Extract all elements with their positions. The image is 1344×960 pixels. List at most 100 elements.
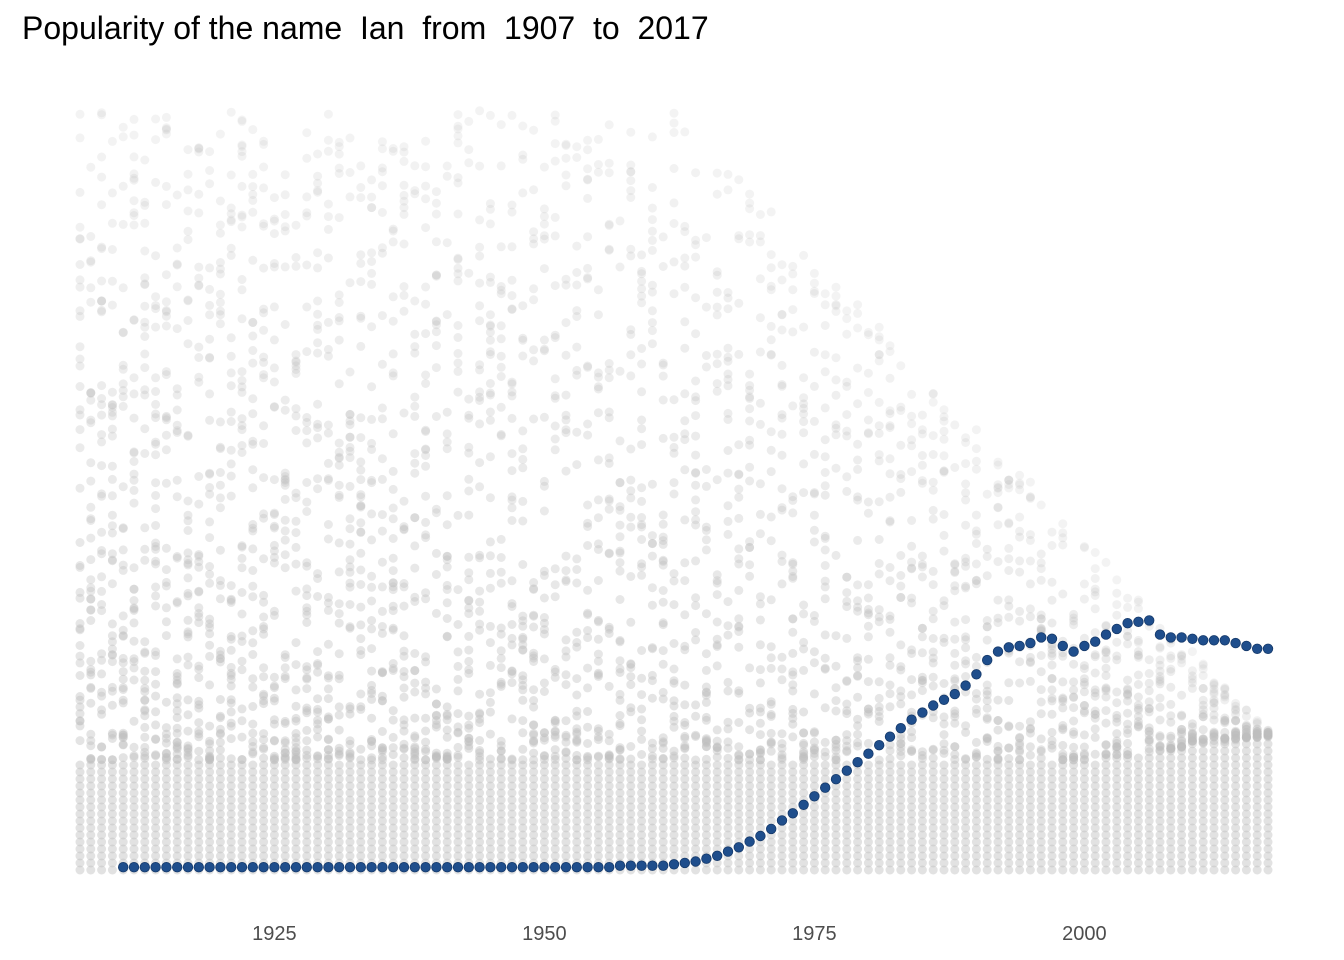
background-point (323, 351, 333, 361)
background-point (226, 767, 236, 777)
background-point (723, 352, 733, 362)
background-point (453, 647, 463, 657)
background-point (334, 795, 344, 805)
background-point (259, 554, 269, 564)
background-point (237, 222, 247, 232)
background-point (323, 420, 333, 430)
background-point (1101, 718, 1111, 728)
background-point (107, 858, 117, 868)
background-point (691, 507, 701, 517)
background-point (226, 816, 236, 826)
background-point (377, 474, 387, 484)
background-point (928, 450, 938, 459)
background-point (734, 554, 744, 564)
background-point (194, 718, 204, 728)
background-point (367, 753, 377, 763)
background-point (1090, 732, 1100, 742)
background-point (421, 282, 431, 292)
background-point (453, 173, 463, 183)
background-point (323, 751, 333, 760)
background-point (464, 795, 474, 805)
background-point (485, 452, 495, 462)
background-point (550, 851, 560, 861)
background-point (86, 605, 96, 615)
background-point (529, 414, 539, 424)
background-point (464, 711, 474, 721)
background-point (377, 622, 387, 631)
background-point (75, 851, 85, 861)
background-point (237, 795, 247, 805)
background-point (475, 251, 485, 261)
background-point (97, 865, 107, 875)
background-point (280, 736, 290, 746)
background-point (345, 702, 355, 712)
background-point (248, 626, 258, 636)
background-point (345, 481, 355, 491)
background-point (961, 615, 971, 625)
background-point (356, 851, 366, 861)
background-point (367, 192, 377, 202)
background-point (215, 417, 225, 427)
background-point (183, 741, 193, 751)
background-point (367, 713, 377, 723)
background-point (896, 739, 906, 749)
background-point (421, 774, 431, 784)
background-point (421, 837, 431, 847)
background-point (928, 606, 938, 616)
background-point (712, 379, 722, 389)
background-point (323, 734, 333, 744)
background-point (550, 156, 560, 166)
background-point (377, 144, 387, 154)
background-point (820, 468, 830, 477)
background-point (280, 663, 290, 673)
background-point (1090, 668, 1100, 678)
background-point (907, 541, 917, 551)
background-point (334, 213, 344, 223)
background-point (183, 802, 193, 812)
background-point (518, 621, 528, 631)
background-point (280, 478, 290, 487)
background-point (496, 629, 506, 639)
background-point (507, 844, 517, 854)
background-point (226, 844, 236, 854)
background-point (1231, 705, 1241, 715)
background-point (874, 497, 884, 507)
background-point (367, 203, 377, 213)
background-point (1112, 744, 1122, 754)
background-point (334, 767, 344, 777)
background-point (129, 130, 139, 140)
background-point (86, 533, 96, 543)
background-point (745, 755, 755, 765)
background-point (215, 545, 225, 555)
background-point (831, 463, 841, 473)
background-point (637, 760, 647, 770)
background-point (313, 474, 323, 484)
background-point (453, 124, 463, 134)
background-point (107, 245, 117, 254)
background-point (518, 816, 528, 826)
background-point (1058, 589, 1068, 599)
background-point (1015, 616, 1025, 626)
background-point (518, 645, 528, 655)
background-point (572, 729, 582, 739)
background-point (269, 736, 279, 746)
background-point (529, 284, 539, 294)
background-point (453, 816, 463, 826)
background-point (453, 742, 463, 752)
background-point (313, 751, 323, 761)
background-point (809, 647, 819, 657)
background-point (637, 483, 647, 493)
background-point (518, 335, 528, 345)
background-point (345, 802, 355, 812)
background-point (215, 816, 225, 826)
background-point (107, 650, 117, 660)
background-point (237, 774, 247, 784)
background-point (550, 434, 560, 444)
background-point (377, 781, 387, 791)
background-point (205, 680, 215, 690)
background-point (539, 837, 549, 847)
background-point (269, 837, 279, 847)
background-point (464, 802, 474, 812)
background-point (118, 753, 128, 763)
background-point (302, 788, 312, 798)
